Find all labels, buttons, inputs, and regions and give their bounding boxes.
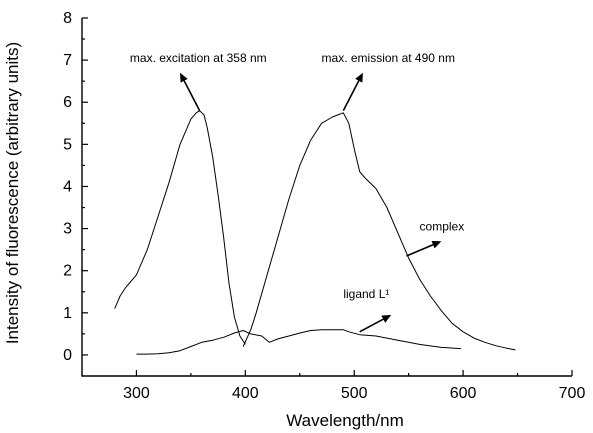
annotation-arrow	[406, 241, 442, 257]
arrow-head	[381, 314, 392, 323]
arrow-shaft	[342, 80, 360, 112]
x-axis-title: Wavelength/nm	[286, 411, 403, 430]
plot-area	[81, 18, 572, 377]
series-layer	[114, 110, 516, 355]
y-axis-ticks: 0 1 2 3 4 5 6 7 8	[63, 10, 88, 364]
series-line-1	[114, 110, 246, 345]
y-tick-label: 8	[63, 10, 72, 27]
series-line-2	[242, 112, 516, 351]
y-tick-label: 2	[63, 263, 72, 280]
annotation-arrow	[359, 314, 392, 333]
arrow-shaft	[359, 318, 384, 333]
y-tick-label: 1	[63, 305, 72, 322]
annotation-arrows	[180, 72, 442, 333]
x-tick-label: 500	[341, 385, 368, 402]
x-tick-label: 300	[123, 385, 150, 402]
annotation-arrow	[342, 72, 363, 112]
x-axis-ticks: 300 400 500 600 700	[81, 370, 586, 402]
y-axis-title: Intensity of fluorescence (arbitrary uni…	[3, 42, 22, 344]
annotation-label: ligand L¹	[343, 287, 389, 301]
series-line-3	[136, 329, 461, 355]
arrow-head	[355, 72, 363, 83]
y-tick-label: 0	[63, 347, 72, 364]
annotation-label: max. emission at 490 nm	[322, 51, 455, 65]
x-tick-label: 700	[559, 385, 586, 402]
axis-frame	[81, 18, 572, 377]
y-tick-label: 4	[63, 178, 72, 195]
annotations: max. excitation at 358 nm max. emission a…	[130, 51, 464, 301]
annotation-label: max. excitation at 358 nm	[130, 51, 267, 65]
y-tick-label: 6	[63, 94, 72, 111]
arrow-head	[180, 72, 188, 83]
arrow-shaft	[406, 243, 434, 257]
annotation-label: complex	[420, 220, 465, 234]
x-tick-label: 600	[450, 385, 477, 402]
arrow-head	[431, 241, 442, 249]
annotation-arrow	[180, 72, 201, 112]
arrow-shaft	[183, 80, 201, 112]
y-tick-label: 5	[63, 136, 72, 153]
x-tick-label: 400	[232, 385, 259, 402]
y-tick-label: 7	[63, 52, 72, 69]
y-tick-label: 3	[63, 221, 72, 238]
